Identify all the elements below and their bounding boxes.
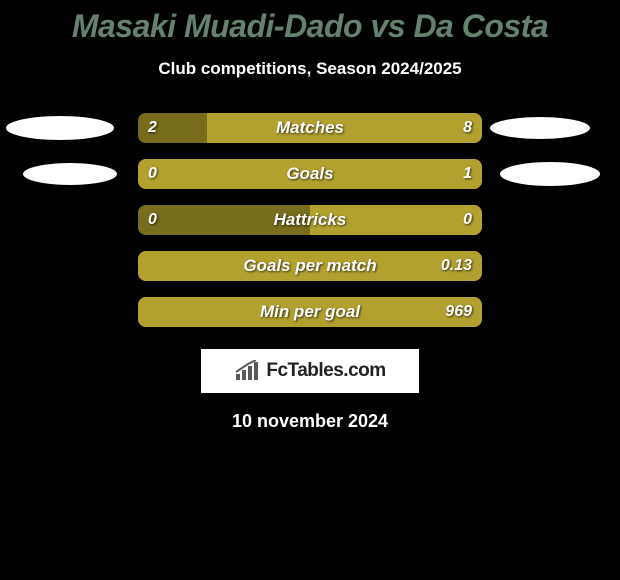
logo-text: FcTables.com bbox=[266, 360, 385, 382]
stat-bar: Goals per match 0.13 bbox=[138, 251, 482, 281]
stat-label: Min per goal bbox=[260, 302, 360, 322]
stat-row: Goals per match 0.13 bbox=[0, 251, 620, 281]
stat-row: Goals 0 1 bbox=[0, 159, 620, 189]
stat-row: Matches 2 8 bbox=[0, 113, 620, 143]
side-ellipse bbox=[6, 116, 114, 140]
stat-value-right: 0.13 bbox=[441, 257, 472, 275]
stat-bar: Min per goal 969 bbox=[138, 297, 482, 327]
side-ellipse bbox=[23, 163, 117, 185]
page-root: Masaki Muadi-Dado vs Da Costa Club compe… bbox=[0, 0, 620, 580]
chart-icon bbox=[234, 360, 260, 382]
stat-bar: Hattricks 0 0 bbox=[138, 205, 482, 235]
stat-row: Min per goal 969 bbox=[0, 297, 620, 327]
stat-value-right: 8 bbox=[463, 119, 472, 137]
stat-value-right: 0 bbox=[463, 211, 472, 229]
stat-value-left: 0 bbox=[148, 211, 157, 229]
stat-value-left: 2 bbox=[148, 119, 157, 137]
page-subtitle: Club competitions, Season 2024/2025 bbox=[158, 59, 461, 79]
stat-label: Goals per match bbox=[243, 256, 376, 276]
logo-box: FcTables.com bbox=[201, 349, 419, 393]
page-title: Masaki Muadi-Dado vs Da Costa bbox=[72, 8, 548, 45]
stat-value-left: 0 bbox=[148, 165, 157, 183]
stat-label: Matches bbox=[276, 118, 344, 138]
stat-bar: Goals 0 1 bbox=[138, 159, 482, 189]
stat-value-right: 969 bbox=[445, 303, 472, 321]
side-ellipse bbox=[490, 117, 590, 139]
stat-value-right: 1 bbox=[463, 165, 472, 183]
date-label: 10 november 2024 bbox=[232, 411, 388, 432]
stat-label: Goals bbox=[286, 164, 333, 184]
stat-row: Hattricks 0 0 bbox=[0, 205, 620, 235]
stat-bar-right bbox=[207, 113, 482, 143]
stats-rows: Matches 2 8 Goals 0 1 Hattricks 0 0 Goals per mat… bbox=[0, 113, 620, 327]
stat-bar: Matches 2 8 bbox=[138, 113, 482, 143]
side-ellipse bbox=[500, 162, 600, 186]
stat-label: Hattricks bbox=[274, 210, 347, 230]
